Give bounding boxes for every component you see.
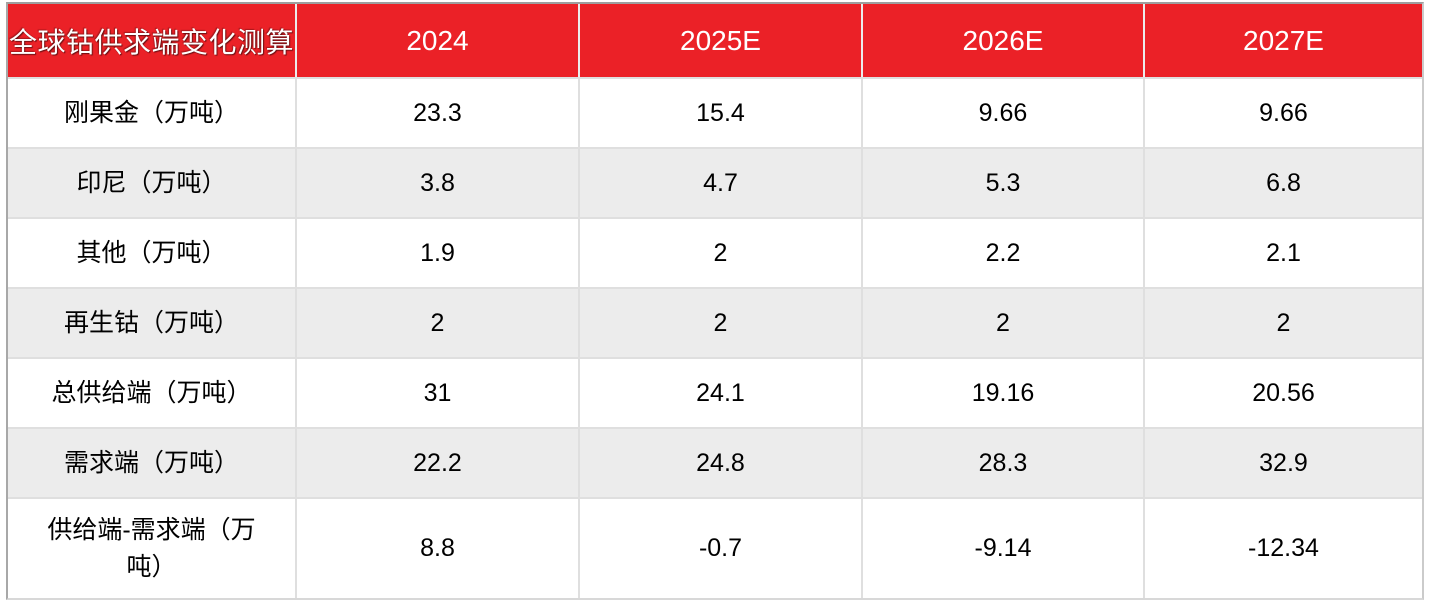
cell-value: 3.8 — [295, 149, 578, 217]
row-label-cell: 再生钴（万吨） — [8, 289, 295, 357]
row-label: 印尼（万吨） — [76, 168, 227, 197]
column-header-2025e: 2025E — [578, 4, 861, 77]
table-row-demand: 需求端（万吨） 22.2 24.8 28.3 32.9 — [8, 427, 1422, 497]
cell-value: -12.34 — [1143, 499, 1422, 598]
table-header-row: 全球钴供求端变化测算 2024 2025E 2026E 2027E — [8, 4, 1422, 77]
cell-value: 2 — [1143, 289, 1422, 357]
table-row-indonesia: 印尼（万吨） 3.8 4.7 5.3 6.8 — [8, 147, 1422, 217]
cell-value: 9.66 — [861, 79, 1143, 147]
cobalt-supply-demand-table: 全球钴供求端变化测算 2024 2025E 2026E 2027E 刚果金（万吨… — [6, 2, 1424, 600]
cell-value: 6.8 — [1143, 149, 1422, 217]
cell-value: 20.56 — [1143, 359, 1422, 427]
cell-value: 22.2 — [295, 429, 578, 497]
cell-value: 2.2 — [861, 219, 1143, 287]
table-row-recycled-cobalt: 再生钴（万吨） 2 2 2 2 — [8, 287, 1422, 357]
cell-value: 24.1 — [578, 359, 861, 427]
table-title: 全球钴供求端变化测算 — [9, 26, 295, 58]
column-header-2024: 2024 — [295, 4, 578, 77]
row-label-cell: 供给端-需求端（万吨） — [8, 499, 295, 598]
row-label-cell: 需求端（万吨） — [8, 429, 295, 497]
table-row-supply-minus-demand: 供给端-需求端（万吨） 8.8 -0.7 -9.14 -12.34 — [8, 497, 1422, 598]
table-row-total-supply: 总供给端（万吨） 31 24.1 19.16 20.56 — [8, 357, 1422, 427]
column-header-2027e: 2027E — [1143, 4, 1422, 77]
cell-value: -0.7 — [578, 499, 861, 598]
cell-value: 2 — [578, 219, 861, 287]
cell-value: 28.3 — [861, 429, 1143, 497]
cell-value: 2 — [295, 289, 578, 357]
row-label: 其他（万吨） — [76, 238, 227, 267]
cell-value: 19.16 — [861, 359, 1143, 427]
cell-value: 2.1 — [1143, 219, 1422, 287]
cell-value: 23.3 — [295, 79, 578, 147]
row-label: 再生钴（万吨） — [63, 308, 239, 337]
row-label: 需求端（万吨） — [63, 448, 239, 477]
cell-value: 24.8 — [578, 429, 861, 497]
cell-value: 15.4 — [578, 79, 861, 147]
row-label-cell: 总供给端（万吨） — [8, 359, 295, 427]
cell-value: 31 — [295, 359, 578, 427]
row-label-cell: 其他（万吨） — [8, 219, 295, 287]
row-label-cell: 印尼（万吨） — [8, 149, 295, 217]
row-label-cell: 刚果金（万吨） — [8, 79, 295, 147]
table-row-drc: 刚果金（万吨） 23.3 15.4 9.66 9.66 — [8, 77, 1422, 147]
row-label: 供给端-需求端（万吨） — [47, 516, 256, 581]
cell-value: 2 — [578, 289, 861, 357]
cell-value: 1.9 — [295, 219, 578, 287]
row-label: 刚果金（万吨） — [63, 98, 239, 127]
cell-value: 4.7 — [578, 149, 861, 217]
row-label: 总供给端（万吨） — [51, 378, 252, 407]
cell-value: 8.8 — [295, 499, 578, 598]
cell-value: 9.66 — [1143, 79, 1422, 147]
cell-value: 5.3 — [861, 149, 1143, 217]
cell-value: -9.14 — [861, 499, 1143, 598]
column-header-2026e: 2026E — [861, 4, 1143, 77]
table-row-others: 其他（万吨） 1.9 2 2.2 2.1 — [8, 217, 1422, 287]
cell-value: 32.9 — [1143, 429, 1422, 497]
cell-value: 2 — [861, 289, 1143, 357]
